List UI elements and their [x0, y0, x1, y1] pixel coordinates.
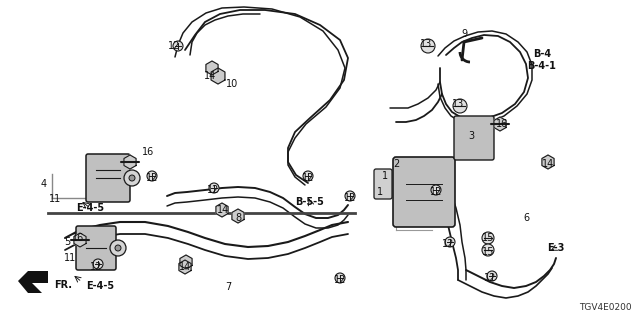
Polygon shape — [206, 61, 218, 75]
Text: 13: 13 — [452, 99, 464, 109]
Text: 14: 14 — [179, 262, 191, 272]
Text: 14: 14 — [217, 205, 229, 215]
Circle shape — [173, 41, 183, 51]
Text: B-5-5: B-5-5 — [296, 197, 324, 207]
Text: 12: 12 — [302, 173, 314, 183]
Text: 1: 1 — [377, 187, 383, 197]
Circle shape — [147, 171, 157, 181]
Circle shape — [445, 237, 455, 247]
Circle shape — [115, 245, 121, 251]
Text: 12: 12 — [484, 273, 496, 283]
FancyBboxPatch shape — [374, 169, 392, 199]
FancyBboxPatch shape — [76, 226, 116, 270]
Circle shape — [124, 170, 140, 186]
Text: FR.: FR. — [54, 280, 72, 290]
Polygon shape — [179, 260, 191, 274]
Circle shape — [335, 273, 345, 283]
Text: 3: 3 — [468, 131, 474, 141]
Text: 4: 4 — [41, 179, 47, 189]
Text: 16: 16 — [496, 119, 508, 129]
Text: 16: 16 — [72, 233, 84, 243]
Text: 16: 16 — [142, 147, 154, 157]
Text: TGV4E0200: TGV4E0200 — [579, 303, 632, 312]
Text: E-4-5: E-4-5 — [76, 203, 104, 213]
Polygon shape — [180, 255, 192, 269]
Circle shape — [129, 175, 135, 181]
Circle shape — [487, 271, 497, 281]
Text: 13: 13 — [420, 39, 432, 49]
Text: 12: 12 — [146, 173, 158, 183]
Text: 9: 9 — [461, 29, 467, 39]
Circle shape — [345, 191, 355, 201]
Circle shape — [303, 171, 313, 181]
Text: 1: 1 — [382, 171, 388, 181]
Text: 12: 12 — [442, 239, 454, 249]
Text: 14: 14 — [542, 159, 554, 169]
Text: 12: 12 — [344, 193, 356, 203]
Polygon shape — [124, 155, 136, 169]
Text: 12: 12 — [430, 187, 442, 197]
Text: 12: 12 — [168, 41, 180, 51]
Text: 2: 2 — [393, 159, 399, 169]
Text: 12: 12 — [334, 275, 346, 285]
FancyBboxPatch shape — [454, 116, 494, 160]
Polygon shape — [494, 117, 506, 131]
Circle shape — [93, 259, 103, 269]
Polygon shape — [18, 271, 48, 293]
Circle shape — [110, 240, 126, 256]
Text: 14: 14 — [204, 71, 216, 81]
FancyBboxPatch shape — [393, 157, 455, 227]
Text: 5: 5 — [64, 237, 70, 247]
Text: 12: 12 — [207, 185, 219, 195]
Text: 15: 15 — [482, 233, 494, 243]
Text: 10: 10 — [226, 79, 238, 89]
Circle shape — [431, 185, 441, 195]
Text: 11: 11 — [49, 194, 61, 204]
Text: 15: 15 — [482, 247, 494, 257]
Polygon shape — [232, 209, 244, 223]
Text: 8: 8 — [235, 213, 241, 223]
Text: 6: 6 — [523, 213, 529, 223]
FancyBboxPatch shape — [86, 154, 130, 202]
Polygon shape — [216, 203, 228, 217]
Text: B-4
B-4-1: B-4 B-4-1 — [527, 49, 556, 71]
Circle shape — [482, 244, 494, 256]
Text: E-4-5: E-4-5 — [86, 281, 114, 291]
Polygon shape — [542, 155, 554, 169]
Text: 7: 7 — [225, 282, 231, 292]
Circle shape — [421, 39, 435, 53]
Text: E-3: E-3 — [547, 243, 564, 253]
Circle shape — [453, 99, 467, 113]
Polygon shape — [74, 233, 86, 247]
Text: 11: 11 — [64, 253, 76, 263]
Circle shape — [482, 232, 494, 244]
Circle shape — [209, 183, 219, 193]
Text: 12: 12 — [90, 262, 102, 272]
Polygon shape — [211, 68, 225, 84]
